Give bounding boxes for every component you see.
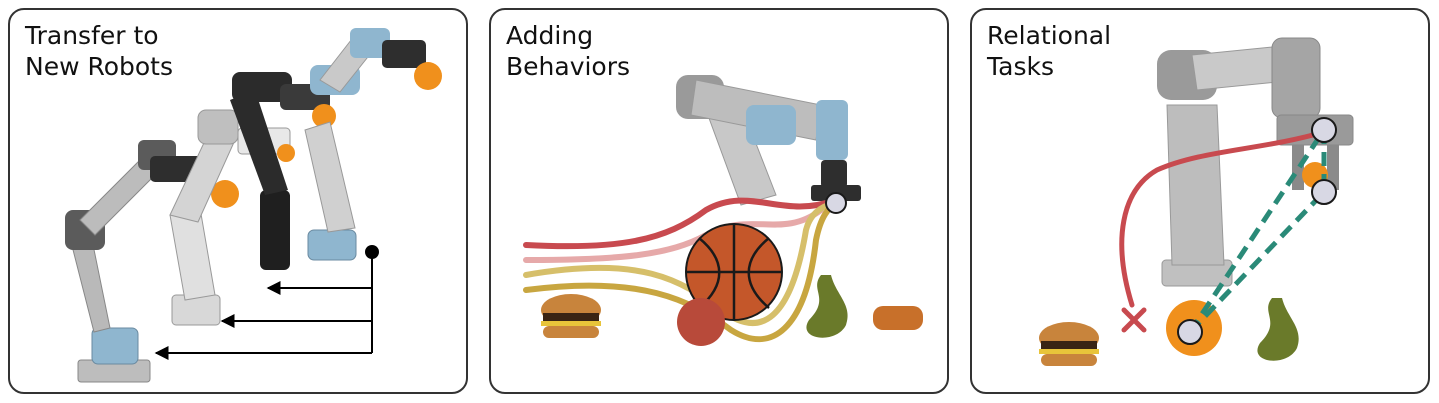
title-line-2: Tasks	[987, 52, 1054, 81]
end-effector-marker	[825, 192, 847, 214]
panel-relational-tasks: Relational Tasks	[970, 8, 1430, 394]
pear	[1257, 298, 1299, 361]
black-arm	[230, 72, 336, 270]
gripper-marker-bottom	[1311, 179, 1337, 205]
pear	[806, 275, 848, 338]
behaviors-illustration	[523, 75, 923, 346]
panel-title: Adding Behaviors	[506, 20, 630, 82]
title-line-2: New Robots	[25, 52, 174, 81]
panel-transfer-to-new-robots: Transfer to New Robots	[8, 8, 468, 394]
title-line-1: Relational	[987, 21, 1112, 50]
burger	[1039, 322, 1099, 366]
panel-title: Transfer to New Robots	[25, 20, 173, 82]
panel-adding-behaviors: Adding Behaviors	[489, 8, 949, 394]
apple	[677, 298, 725, 346]
tape-roll	[873, 306, 923, 330]
title-line-2: Behaviors	[506, 52, 631, 81]
burger	[541, 294, 601, 338]
ur-arm-back	[304, 28, 442, 261]
panel-title: Relational Tasks	[987, 20, 1111, 82]
title-line-1: Transfer to	[25, 21, 159, 50]
robots-illustration	[65, 28, 442, 383]
basketball	[685, 223, 783, 321]
relational-illustration	[1039, 37, 1354, 366]
object-marker	[1177, 319, 1203, 345]
failure-x-icon	[1121, 307, 1147, 333]
title-line-1: Adding	[506, 21, 594, 50]
failed-trajectory	[1119, 129, 1327, 308]
franka-robot-arm	[1157, 37, 1354, 287]
gripper-marker-top	[1311, 117, 1337, 143]
transfer-arrows	[154, 245, 379, 360]
ur-robot-arm	[676, 75, 861, 206]
